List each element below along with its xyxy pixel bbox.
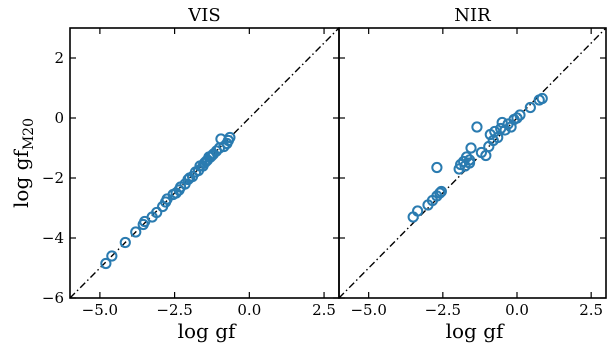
x-tick-label-vis: −5.0 [82,301,118,319]
plot-frame-nir [338,27,607,299]
data-point-nir [514,109,526,121]
y-axis-label-subscript: M20 [21,118,37,150]
data-point-nir [431,161,443,174]
y-axis-label: log gfM20 [9,118,37,208]
y-tick-label-vis: −4 [42,229,64,247]
y-tick-label-vis: 0 [54,109,64,127]
data-point-vis [106,250,118,262]
data-point-nir [511,112,523,124]
data-point-nir [412,205,424,217]
data-point-vis [100,257,112,270]
y-tick-label-vis: −2 [42,169,64,187]
data-point-nir [489,125,501,138]
y-tick-label-vis: 2 [54,49,64,67]
data-point-vis [119,236,131,249]
data-point-nir [460,151,473,163]
y-tick-label-vis: −6 [42,289,64,307]
data-point-nir [465,142,477,154]
x-tick-label-vis: 0.0 [237,301,261,319]
data-point-vis [224,131,236,144]
data-point-nir [536,92,548,105]
data-point-vis [204,151,217,163]
data-point-vis [207,148,220,160]
panel-title-vis: VIS [187,5,220,26]
x-tick-label-nir: −2.5 [425,301,461,319]
x-tick-label-nir: −5.0 [350,301,386,319]
data-point-nir [471,121,483,133]
data-point-nir [434,187,446,199]
x-axis-label-vis: log gf [178,319,237,343]
data-point-nir [499,124,511,136]
panel-title-nir: NIR [454,5,491,26]
x-tick-label-vis: 2.5 [312,301,336,319]
x-tick-label-vis: −2.5 [156,301,192,319]
data-point-nir [463,154,476,166]
x-tick-label-nir: 2.5 [579,301,603,319]
data-point-nir [524,101,536,114]
data-point-vis [130,226,142,238]
x-tick-label-nir: 0.0 [505,301,529,319]
data-point-vis [151,206,163,219]
data-point-nir [435,185,447,198]
x-axis-label-nir: log gf [446,319,505,343]
y-axis-label-main: log gf [9,149,33,208]
